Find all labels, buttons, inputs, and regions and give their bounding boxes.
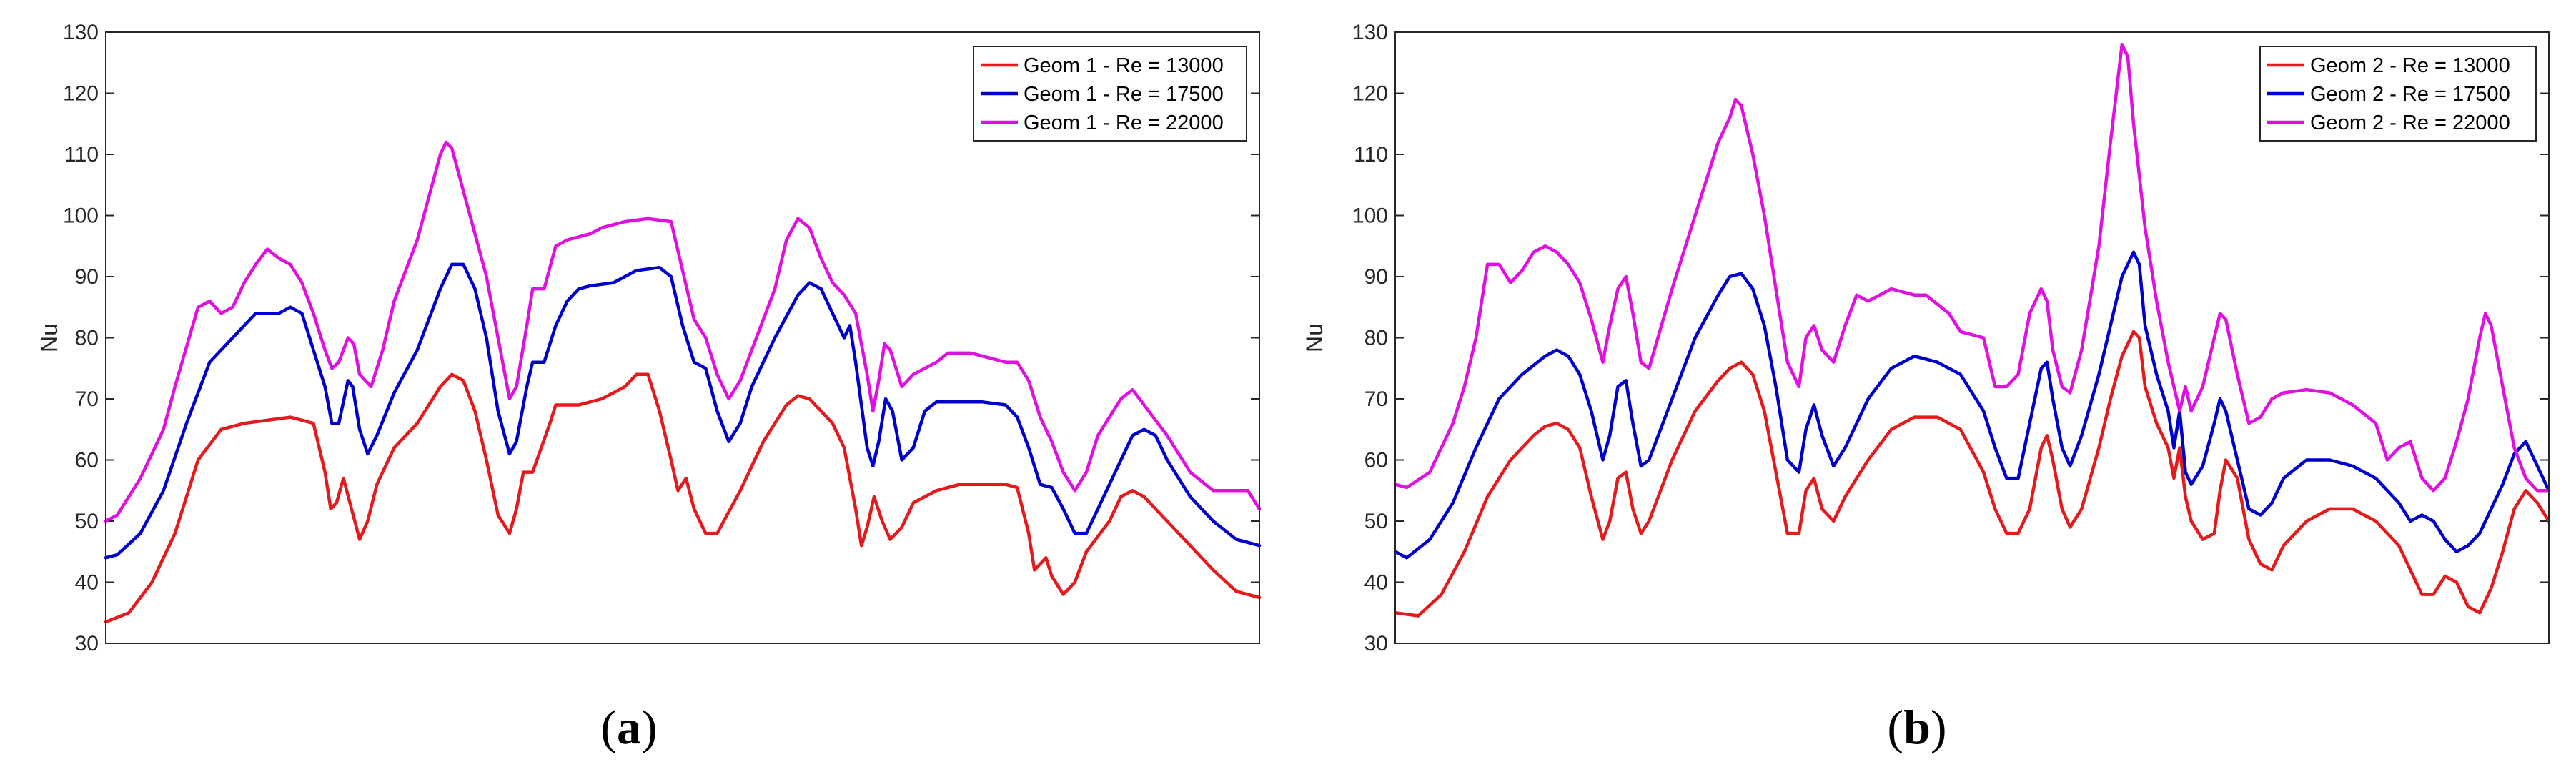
y-tick-label: 130	[63, 21, 99, 44]
panel-caption: (a)	[600, 700, 657, 754]
y-tick-label: 90	[75, 265, 99, 289]
y-tick-label: 120	[63, 82, 99, 106]
chart-panel-b: 30 40 50 60 70 80 90 100 110 120 130 Nu Geom 2 - Re …	[1302, 21, 2551, 754]
panel-caption: (b)	[1887, 700, 1946, 754]
legend-entry: Geom 1 - Re = 17500	[1024, 83, 1224, 106]
y-tick-label: 100	[63, 204, 99, 228]
legend-box	[2259, 46, 2537, 142]
y-tick-label: 30	[1364, 632, 1388, 655]
series-line-3	[104, 140, 1262, 523]
series-line-1	[104, 372, 1262, 624]
y-tick-label: 40	[1364, 571, 1388, 595]
y-tick-label: 80	[1364, 327, 1388, 350]
legend-entry: Geom 1 - Re = 22000	[1024, 112, 1224, 134]
panel-letter: b	[1903, 700, 1931, 754]
y-tick-label: 60	[75, 449, 99, 472]
panel-letter: a	[617, 700, 641, 754]
y-tick-label: 30	[75, 632, 99, 655]
y-tick-label: 50	[75, 510, 99, 533]
legend: Geom 1 - Re = 13000 Geom 1 - Re = 17500 Ge…	[973, 46, 1247, 142]
legend-entry: Geom 2 - Re = 22000	[2310, 112, 2510, 134]
series-line-2	[104, 262, 1262, 560]
y-tick-label: 50	[1364, 510, 1388, 533]
y-tick-label: 110	[1354, 143, 1388, 167]
y-tick-label: 40	[75, 571, 99, 595]
legend-entry: Geom 2 - Re = 17500	[2310, 83, 2510, 106]
y-tick-label: 100	[1352, 204, 1388, 228]
legend-box	[973, 46, 1247, 142]
y-tick-label: 80	[75, 327, 99, 350]
legend-entry: Geom 2 - Re = 13000	[2310, 54, 2510, 77]
y-tick-label: 70	[1364, 387, 1388, 411]
axes-box	[105, 31, 1260, 644]
y-tick-label: 110	[64, 143, 99, 167]
legend: Geom 2 - Re = 13000 Geom 2 - Re = 17500 Ge…	[2259, 46, 2537, 142]
series-line-3	[1393, 42, 2551, 493]
y-tick-label: 60	[1364, 449, 1388, 472]
y-tick-label: 130	[1352, 21, 1388, 44]
y-tick-label: 90	[1364, 265, 1388, 289]
series-line-1	[1393, 330, 2551, 618]
y-tick-label: 70	[75, 387, 99, 411]
series-line-2	[1393, 250, 2551, 560]
axes-box	[1394, 31, 2550, 644]
chart-panel-a: 30 40 50 60 70 80 90 100 110 120 130 Nu Geom 1 - Re …	[36, 21, 1262, 754]
legend-entry: Geom 1 - Re = 13000	[1024, 54, 1224, 77]
y-axis-label: Nu	[36, 323, 62, 352]
y-tick-label: 120	[1352, 82, 1388, 106]
y-axis-label: Nu	[1302, 323, 1327, 352]
